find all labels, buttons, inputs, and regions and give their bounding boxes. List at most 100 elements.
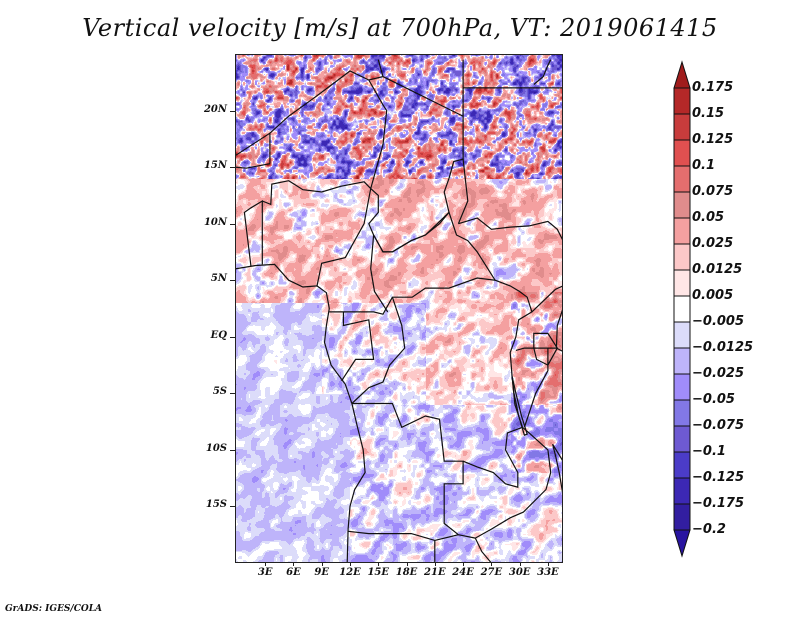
vertical-velocity-field bbox=[235, 54, 563, 563]
chart-title: Vertical velocity [m/s] at 700hPa, VT: 2… bbox=[82, 14, 718, 42]
lon-tick-label: 15E bbox=[367, 567, 390, 578]
border-line bbox=[368, 79, 388, 189]
lat-tick-label: 5S bbox=[212, 386, 227, 398]
colorbar-label: 0.05 bbox=[692, 210, 725, 225]
colorbar-extend-min bbox=[673, 529, 691, 558]
lon-tick-mark bbox=[293, 562, 295, 566]
colorbar-swatch bbox=[673, 321, 691, 349]
lat-tick-label: 20N bbox=[203, 103, 227, 115]
lon-tick-label: 24E bbox=[452, 567, 474, 578]
colorbar-label: −0.125 bbox=[692, 470, 745, 485]
colorbar bbox=[673, 60, 691, 558]
colorbar-label: 0.0125 bbox=[692, 262, 743, 277]
lat-tick-label: 15S bbox=[205, 499, 227, 511]
colorbar-label: −0.005 bbox=[692, 314, 745, 329]
grads-credit: GrADS: IGES/COLA bbox=[5, 604, 103, 614]
border-line bbox=[457, 159, 469, 224]
colorbar-swatch bbox=[673, 451, 691, 479]
lon-tick-mark bbox=[265, 562, 267, 566]
lon-tick-mark bbox=[547, 562, 549, 566]
colorbar-swatch bbox=[673, 243, 691, 271]
lon-tick-label: 21E bbox=[424, 567, 446, 578]
lon-tick-label: 6E bbox=[286, 567, 301, 578]
lon-tick-mark bbox=[321, 562, 323, 566]
lon-tick-mark bbox=[434, 562, 436, 566]
lon-tick-label: 9E bbox=[314, 567, 329, 578]
lat-tick-label: 15N bbox=[203, 160, 227, 172]
colorbar-label: −0.05 bbox=[692, 392, 735, 407]
lat-tick-label: 5N bbox=[210, 273, 227, 285]
border-line bbox=[370, 234, 389, 313]
colorbar-swatch bbox=[673, 373, 691, 401]
colorbar-label: 0.075 bbox=[692, 184, 734, 199]
lon-tick-mark bbox=[491, 562, 493, 566]
border-line bbox=[348, 530, 459, 542]
lon-tick-label: 3E bbox=[257, 567, 273, 578]
colorbar-label: −0.1 bbox=[692, 444, 726, 459]
lat-tick-label: 10S bbox=[205, 442, 227, 454]
colorbar-label: −0.175 bbox=[692, 496, 745, 511]
lon-tick-mark bbox=[519, 562, 521, 566]
lat-tick-mark bbox=[230, 167, 235, 169]
border-line bbox=[474, 537, 492, 563]
colorbar-swatch bbox=[673, 399, 691, 427]
colorbar-swatch bbox=[673, 217, 691, 245]
border-line bbox=[235, 59, 384, 157]
lake-outline bbox=[552, 443, 563, 496]
colorbar-swatch bbox=[673, 477, 691, 505]
colorbar-swatch bbox=[673, 165, 691, 193]
colorbar-swatch bbox=[673, 269, 691, 297]
lon-tick-label: 30E bbox=[508, 567, 531, 578]
lat-tick-mark bbox=[230, 506, 235, 508]
colorbar-extend-max bbox=[673, 60, 691, 89]
border-line bbox=[533, 59, 552, 85]
border-line bbox=[475, 426, 552, 539]
lat-tick-mark bbox=[230, 336, 235, 338]
lat-tick-label: EQ bbox=[210, 329, 227, 341]
colorbar-swatch bbox=[673, 503, 691, 531]
map-plot-area bbox=[235, 54, 563, 563]
border-line bbox=[235, 263, 366, 563]
colorbar-swatch bbox=[673, 191, 691, 219]
border-line bbox=[351, 297, 406, 404]
colorbar-label: 0.025 bbox=[692, 236, 734, 251]
colorbar-swatch bbox=[673, 113, 691, 141]
border-line bbox=[262, 180, 372, 206]
colorbar-label: 0.175 bbox=[692, 80, 734, 95]
border-line bbox=[523, 348, 549, 428]
border-line bbox=[494, 279, 533, 428]
colorbar-swatch bbox=[673, 347, 691, 375]
country-borders bbox=[235, 59, 563, 563]
lon-tick-label: 12E bbox=[339, 567, 361, 578]
lake-outline bbox=[511, 376, 528, 436]
border-line bbox=[515, 347, 563, 353]
lon-tick-mark bbox=[463, 562, 465, 566]
lat-tick-label: 10N bbox=[203, 216, 227, 228]
colorbar-swatch bbox=[673, 139, 691, 167]
border-line bbox=[340, 311, 375, 382]
colorbar-label: −0.2 bbox=[692, 522, 726, 537]
lon-tick-mark bbox=[349, 562, 351, 566]
lat-tick-mark bbox=[230, 110, 235, 112]
colorbar-label: −0.025 bbox=[692, 366, 745, 381]
colorbar-label: 0.15 bbox=[692, 106, 725, 121]
lon-tick-label: 33E bbox=[537, 567, 559, 578]
border-line bbox=[458, 217, 563, 241]
colorbar-label: 0.125 bbox=[692, 132, 734, 147]
colorbar-label: −0.075 bbox=[692, 418, 745, 433]
border-line bbox=[462, 426, 523, 488]
lat-tick-mark bbox=[230, 393, 235, 395]
colorbar-swatch bbox=[673, 295, 691, 323]
lat-tick-mark bbox=[230, 449, 235, 451]
lon-tick-mark bbox=[406, 562, 408, 566]
lat-tick-mark bbox=[230, 223, 235, 225]
lat-tick-mark bbox=[230, 280, 235, 282]
border-line bbox=[555, 308, 563, 349]
border-line bbox=[351, 402, 476, 539]
lon-tick-label: 27E bbox=[480, 567, 503, 578]
colorbar-label: −0.0125 bbox=[692, 340, 754, 355]
colorbar-label: 0.005 bbox=[692, 288, 734, 303]
border-line bbox=[243, 199, 263, 267]
border-line bbox=[316, 188, 372, 287]
border-line bbox=[235, 163, 271, 169]
